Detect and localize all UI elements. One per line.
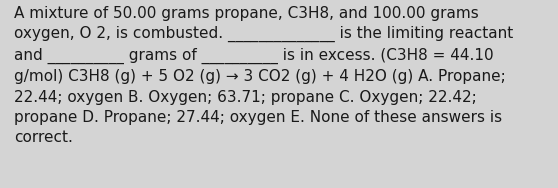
Text: A mixture of 50.00 grams propane, C3H8, and 100.00 grams
oxygen, O 2, is combust: A mixture of 50.00 grams propane, C3H8, …	[14, 6, 513, 146]
